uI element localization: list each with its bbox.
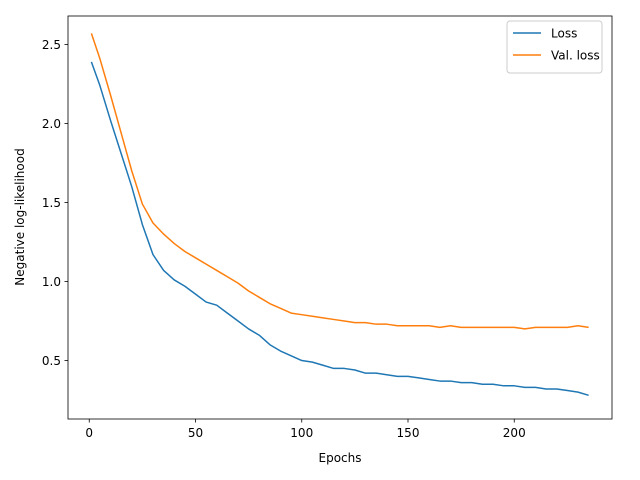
y-tick-label: 1.5 (42, 196, 61, 210)
legend-label-2: Val. loss (551, 49, 600, 63)
legend: Loss Val. loss (506, 20, 603, 74)
y-tick-label: 2.0 (42, 117, 61, 131)
plot-lines (90, 33, 589, 397)
y-tick-label: 0.5 (42, 354, 61, 368)
series-line-1 (90, 61, 589, 397)
axis-ticks: 0 50 100 150 200 0.5 1.0 1.5 2.0 2.5 (42, 38, 526, 440)
legend-label-1: Loss (551, 27, 577, 41)
x-tick-label: 100 (290, 426, 313, 440)
x-axis-label: Epochs (319, 451, 362, 465)
x-tick-label: 150 (397, 426, 420, 440)
x-tick-label: 50 (188, 426, 203, 440)
y-tick-label: 2.5 (42, 38, 61, 52)
x-tick-label: 0 (85, 426, 93, 440)
legend-box (506, 20, 603, 74)
y-tick-label: 1.0 (42, 275, 61, 289)
y-axis-label: Negative log-likelihood (13, 148, 27, 285)
x-tick-label: 200 (503, 426, 526, 440)
plot-frame (67, 15, 613, 420)
series-line-2 (90, 33, 589, 330)
